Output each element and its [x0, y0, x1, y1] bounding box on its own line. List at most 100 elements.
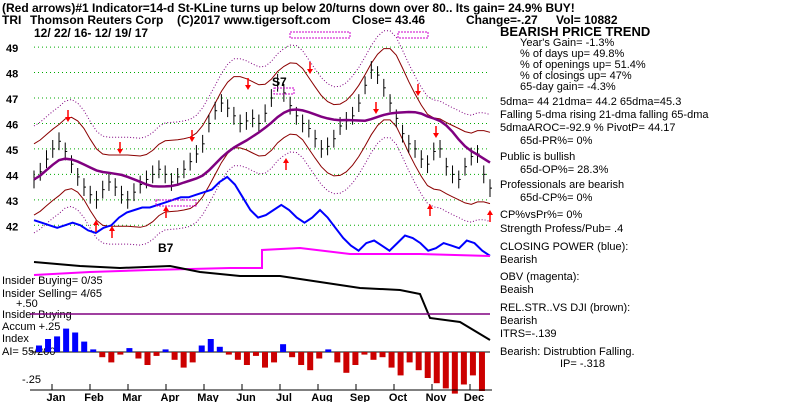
accum-bar [397, 352, 404, 376]
insider-buying-label: Insider Buying= 0/35 [2, 275, 103, 287]
stat-line: Public is bullish [500, 151, 576, 163]
accum-bar [379, 352, 386, 358]
closing-power-line [33, 175, 491, 257]
accum-bar [171, 352, 178, 360]
plus-50-label: +.50 [16, 298, 38, 310]
b7-signal-label: B7 [158, 241, 174, 255]
up-arrow-head [93, 220, 99, 225]
y-tick-label: 45 [6, 145, 18, 157]
accum-bar [316, 352, 323, 359]
down-arrow-head [245, 85, 251, 90]
stat-line: 5dmaAROC=-92.9 % PivotP= 44.17 [500, 122, 676, 134]
stats-panel: BEARISH PRICE TREND Year's Gain= -1.3%% o… [500, 24, 798, 402]
x-tick-label: Aug [311, 392, 332, 402]
down-arrow-head [117, 149, 123, 154]
stat-line: Strength Profess/Pub= .4 [500, 223, 624, 235]
price-bars [33, 61, 492, 209]
stat-line: 65-day gain= -4.3% [520, 81, 616, 93]
accum-bar [289, 352, 296, 358]
y-tick-label: 49 [6, 43, 18, 55]
accum-bar [99, 352, 106, 358]
accum-bar [469, 352, 476, 376]
upper-band-outer [33, 30, 491, 139]
up-arrow-head [109, 226, 115, 231]
x-tick-label: Jul [276, 392, 292, 402]
signal-marker [155, 199, 197, 207]
up-arrow-head [487, 210, 493, 215]
accum-bar [307, 352, 314, 371]
accum-bar [198, 345, 205, 352]
indicator-header: (Red arrows)#1 Indicator=14-d St-KLine t… [2, 1, 575, 15]
signal-marker [397, 31, 429, 39]
stat-line: Bearish: Distrubtion Falling. [500, 346, 635, 358]
accum-bar [370, 352, 377, 360]
relative-strength-polyline [33, 261, 491, 341]
y-tick-label: 42 [6, 221, 18, 233]
stat-line: REL.STR..VS DJI (brown): [500, 302, 631, 314]
stat-line: Bearish [500, 315, 538, 327]
closing-power-polyline [33, 175, 491, 257]
accum-bar [54, 336, 61, 352]
signal-arrows [65, 62, 493, 238]
accum-bar [36, 345, 42, 352]
lower-band-inner [33, 119, 491, 228]
close-value: Close= 43.46 [352, 13, 425, 27]
accum-index-bars [36, 328, 485, 394]
index-label: Index [2, 333, 29, 345]
stat-line: ITRS=-.139 [500, 328, 557, 340]
accum-bar [63, 328, 70, 352]
accum-bar [108, 352, 115, 363]
accum-bar [207, 339, 214, 352]
accum-bar [424, 352, 431, 378]
accum-bar [144, 352, 151, 365]
accum-bar [189, 352, 196, 363]
x-tick-label: Jan [47, 392, 66, 402]
change-value: Change=-.27 [466, 13, 538, 27]
signal-marker [289, 31, 351, 39]
accum-bar [126, 348, 133, 352]
stat-line: IP= -.318 [560, 358, 605, 370]
accum-bar [153, 352, 160, 356]
accum-bar [45, 339, 52, 352]
accum-bar [361, 352, 368, 355]
x-tick-label: Apr [161, 392, 181, 402]
up-arrow-head [163, 206, 169, 211]
accum-bar [343, 352, 350, 373]
accum-bar [433, 352, 440, 384]
company-name: Thomson Reuters Corp [30, 13, 163, 27]
stat-line: % of closings up= 47% [520, 70, 632, 82]
down-arrow-head [433, 133, 439, 138]
stat-line: % of days up= 49.8% [520, 48, 625, 60]
accum-bar [352, 352, 359, 365]
signal-marker [273, 87, 295, 95]
accum-bar [478, 352, 485, 391]
volume-value: Vol= 10882 [556, 13, 618, 27]
x-tick-label: Sep [350, 392, 370, 402]
signal-markers [155, 31, 429, 207]
x-tick-label: Nov [426, 392, 448, 402]
accum-bar [442, 352, 449, 389]
relative-strength-line [33, 261, 491, 341]
stat-line: 65d-OP%= 28.3% [520, 164, 609, 176]
x-tick-label: Dec [464, 392, 484, 402]
accum-bar [162, 349, 169, 352]
stat-line: 5dma= 44 21dma= 44.2 65dma=45.3 [500, 96, 682, 108]
accum-bar [117, 352, 124, 355]
accum-bar [135, 352, 142, 359]
ticker-label: TRI [2, 13, 21, 27]
y-tick-label: 46 [6, 119, 18, 131]
accum-bar [460, 352, 467, 385]
accum-bar [72, 332, 79, 352]
y-tick-label: 47 [6, 94, 18, 106]
accum-bar [298, 352, 305, 365]
insider-buying-label-2: Insider Buying [2, 309, 72, 321]
accum-bar [415, 352, 422, 371]
accum-bar [271, 352, 278, 363]
up-arrow-head [283, 158, 289, 163]
stat-line: 65d-PR%= 0% [520, 135, 593, 147]
lower-band-outer [33, 137, 491, 246]
x-tick-label: Mar [122, 392, 142, 402]
down-arrow-head [65, 117, 71, 122]
date-range: 12/ 22/ 16- 12/ 19/ 17 [34, 26, 148, 40]
stat-line: BEARISH PRICE TREND [500, 24, 651, 39]
